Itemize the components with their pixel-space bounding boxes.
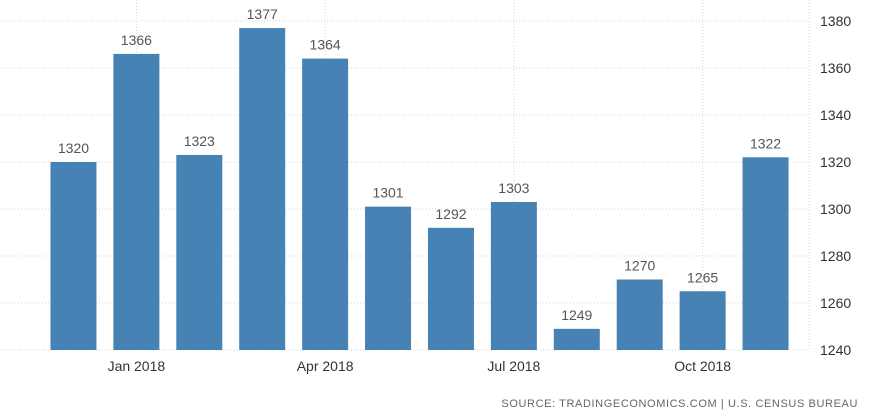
data-label: 1366 <box>121 32 152 48</box>
bar <box>302 58 349 350</box>
y-tick-label: 1280 <box>820 248 851 264</box>
source-attribution: SOURCE: TRADINGECONOMICS.COM | U.S. CENS… <box>501 398 858 410</box>
y-tick-label: 1240 <box>820 342 851 358</box>
x-tick-label: Jan 2018 <box>108 358 166 374</box>
bar <box>113 53 160 351</box>
x-tick-label: Jul 2018 <box>487 358 540 374</box>
data-label: 1364 <box>310 37 341 53</box>
data-label: 1377 <box>247 6 278 22</box>
y-tick-label: 1300 <box>820 201 851 217</box>
x-tick-label: Oct 2018 <box>674 358 731 374</box>
data-label: 1292 <box>435 206 466 222</box>
y-tick-label: 1340 <box>820 107 851 123</box>
bar <box>365 206 412 350</box>
bar <box>679 291 726 350</box>
y-axis: 1240 1260 1280 1300 1320 1340 1360 1380 <box>820 13 851 358</box>
bar <box>490 201 537 350</box>
data-label: 1270 <box>624 258 655 274</box>
data-label: 1265 <box>687 269 718 285</box>
bar <box>616 279 663 350</box>
y-tick-label: 1260 <box>820 295 851 311</box>
y-tick-label: 1360 <box>820 60 851 76</box>
data-label: 1303 <box>498 180 529 196</box>
bar <box>742 157 789 350</box>
bar <box>427 227 474 350</box>
x-tick-label: Apr 2018 <box>297 358 354 374</box>
data-label: 1249 <box>561 307 592 323</box>
bar <box>50 162 97 350</box>
bars-layer <box>50 28 789 351</box>
data-labels-layer: 1320 1366 1323 1377 1364 1301 1292 1303 1249 1270… <box>58 6 781 323</box>
bar <box>176 154 223 350</box>
x-axis: Jan 2018 Apr 2018 Jul 2018 Oct 2018 <box>108 358 732 374</box>
bar <box>239 28 286 351</box>
data-label: 1323 <box>184 133 215 149</box>
y-tick-label: 1380 <box>820 13 851 29</box>
data-label: 1301 <box>372 185 403 201</box>
data-label: 1322 <box>750 135 781 151</box>
y-tick-label: 1320 <box>820 154 851 170</box>
bar <box>553 328 600 350</box>
data-label: 1320 <box>58 140 89 156</box>
